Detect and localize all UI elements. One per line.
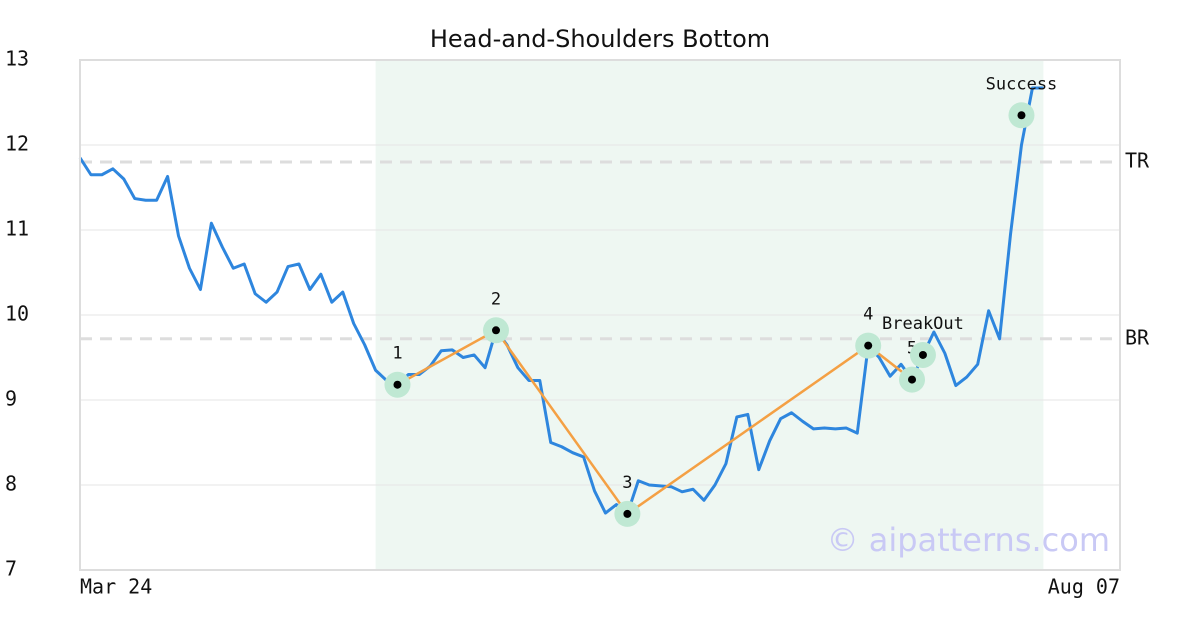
- pattern-label: 2: [491, 289, 501, 309]
- price-line: [78, 86, 1044, 516]
- y-tick-label: 12: [5, 132, 29, 156]
- plot-frame: [79, 59, 1121, 571]
- pattern-label: 4: [863, 305, 873, 325]
- x-tick-label: Aug 07: [1048, 575, 1120, 599]
- pattern-label: 3: [622, 473, 632, 493]
- y-tick-label: 13: [5, 47, 29, 71]
- y-tick-label: 9: [5, 387, 17, 411]
- pattern-label: 1: [392, 344, 402, 364]
- breakout-label: BreakOut: [882, 314, 964, 334]
- watermark: © aipatterns.com: [827, 521, 1110, 559]
- pattern-point-dot: [393, 380, 402, 389]
- pattern-point-dot: [908, 375, 916, 384]
- chart-title: Head-and-Shoulders Bottom: [430, 25, 770, 53]
- pattern-point-dot: [623, 509, 632, 518]
- success-label: Success: [986, 74, 1058, 94]
- level-label: TR: [1125, 149, 1150, 173]
- level-label: BR: [1125, 325, 1150, 349]
- y-tick-label: 7: [5, 557, 17, 581]
- y-tick-label: 11: [5, 217, 29, 241]
- breakout-point-dot: [918, 350, 927, 359]
- y-tick-label: 8: [5, 472, 17, 496]
- pattern-point-dot: [492, 326, 500, 335]
- y-tick-label: 10: [5, 302, 29, 326]
- success-point-dot: [1017, 111, 1026, 120]
- x-tick-label: Mar 24: [80, 575, 152, 599]
- pattern-point-dot: [864, 341, 873, 350]
